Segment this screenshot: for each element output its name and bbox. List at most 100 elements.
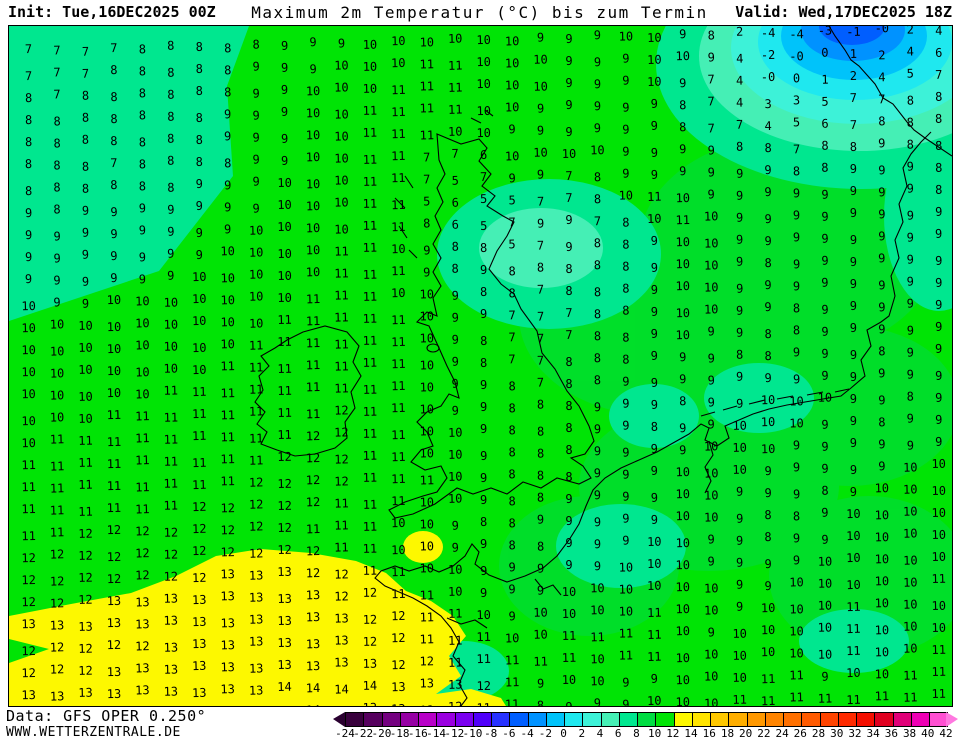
temp-value: 9: [849, 369, 858, 385]
temp-value: 10: [504, 631, 520, 646]
temp-value: 11: [21, 528, 37, 544]
temp-value: 11: [419, 473, 435, 488]
temp-value: 13: [248, 612, 264, 627]
river-seine: [534, 578, 562, 596]
temp-value: 12: [134, 639, 150, 654]
temp-value: 11: [220, 359, 236, 374]
data-source-label: Data: GFS OPER 0.250°: [6, 707, 207, 725]
temp-value: 10: [135, 365, 150, 380]
temp-value: 11: [817, 691, 833, 706]
temp-value: 7: [24, 69, 33, 84]
temp-value: 8: [764, 326, 772, 342]
temp-value: 10: [817, 598, 833, 613]
temp-value: 9: [679, 421, 687, 436]
temp-value: 13: [248, 661, 264, 676]
temp-value: 11: [362, 125, 378, 140]
temp-value: 10: [476, 103, 492, 119]
temp-value: 10: [220, 271, 236, 286]
colorbar-tick-label: 2: [578, 727, 586, 740]
temp-value: 9: [650, 671, 659, 686]
temp-value: 9: [280, 104, 289, 119]
temp-value: 12: [305, 472, 321, 488]
temp-value: 10: [789, 602, 804, 617]
temp-value: 10: [78, 362, 93, 377]
temp-value: 9: [707, 187, 715, 202]
temp-value: 10: [49, 366, 65, 381]
temp-value: 9: [252, 108, 260, 123]
temp-value: 9: [735, 577, 744, 592]
temp-value: 11: [362, 382, 378, 397]
temp-value: 10: [305, 149, 321, 165]
temp-value: 10: [134, 338, 150, 353]
temp-value: 8: [138, 157, 147, 172]
colorbar-tick-label: -8: [484, 727, 498, 740]
temp-value: 13: [277, 657, 292, 673]
temp-value: 10: [334, 195, 349, 210]
temp-value: 12: [49, 640, 65, 655]
temp-value: 9: [735, 533, 744, 548]
temp-value: 11: [732, 692, 748, 706]
temp-value: 8: [166, 38, 175, 53]
temp-value: 10: [675, 579, 691, 595]
temp-value: 9: [764, 370, 772, 386]
temp-value: 8: [735, 347, 744, 362]
colorbar-tick-label: 22: [757, 727, 771, 740]
temp-value: 8: [138, 86, 147, 101]
colorbar-segment: [637, 713, 656, 726]
temp-value: 10: [334, 107, 349, 122]
temp-value: 9: [934, 434, 943, 449]
colorbar-segment: [728, 713, 747, 726]
temp-value: 9: [792, 438, 801, 453]
region-scotland-core: [479, 208, 603, 288]
temp-value: 10: [675, 650, 691, 666]
temp-value: 11: [447, 102, 463, 117]
temp-value: 10: [21, 413, 37, 429]
temp-value: 11: [305, 379, 321, 395]
temp-value: 10: [846, 528, 861, 544]
temp-value: 12: [134, 524, 150, 539]
temp-value: 8: [81, 181, 90, 196]
temp-value: 9: [934, 390, 943, 405]
temp-value: 11: [561, 650, 577, 666]
temp-value: 13: [106, 664, 122, 680]
temp-value: 9: [451, 332, 460, 347]
colorbar-segment: [527, 713, 546, 726]
temp-value: 12: [334, 403, 349, 418]
colorbar-tick-label: -4: [520, 727, 534, 740]
temp-value: 8: [764, 529, 772, 545]
valid-timestamp: Valid: Wed,17DEC2025 18Z: [735, 3, 952, 21]
temp-value: 9: [934, 275, 943, 290]
temp-value: 8: [195, 39, 204, 55]
temp-value: 10: [902, 641, 918, 656]
temp-value: 9: [593, 99, 602, 114]
temp-value: 10: [134, 294, 150, 309]
temp-value: 8: [593, 351, 602, 366]
temp-value: 8: [110, 133, 118, 149]
temp-value: 10: [21, 320, 37, 336]
temp-value: 9: [195, 176, 204, 192]
temp-value: 8: [707, 28, 716, 43]
temp-value: 8: [422, 216, 431, 231]
temp-value: 9: [53, 229, 61, 244]
temp-value: 8: [223, 85, 232, 100]
temp-value: 9: [565, 212, 573, 227]
temp-value: 8: [536, 698, 545, 706]
temp-value: 8: [622, 237, 630, 252]
temp-value: 8: [878, 415, 886, 430]
colorbar-tick-label: -10: [462, 727, 483, 740]
temp-value: 11: [49, 503, 65, 518]
temp-value: 11: [561, 628, 577, 644]
temp-value: 9: [593, 400, 602, 415]
colorbar-segment: [892, 713, 911, 726]
temp-value: 10: [817, 554, 833, 569]
temp-value: 9: [792, 531, 801, 546]
temp-value: 14: [362, 678, 378, 693]
temp-value: -0: [760, 69, 776, 85]
temp-value: 10: [646, 211, 662, 226]
temp-value: 11: [419, 128, 435, 143]
temp-value: 9: [878, 366, 886, 381]
temp-value: 9: [707, 324, 715, 339]
colorbar-left-arrow: [333, 712, 345, 727]
temp-value: 10: [760, 644, 776, 660]
temp-value: 10: [703, 466, 719, 481]
